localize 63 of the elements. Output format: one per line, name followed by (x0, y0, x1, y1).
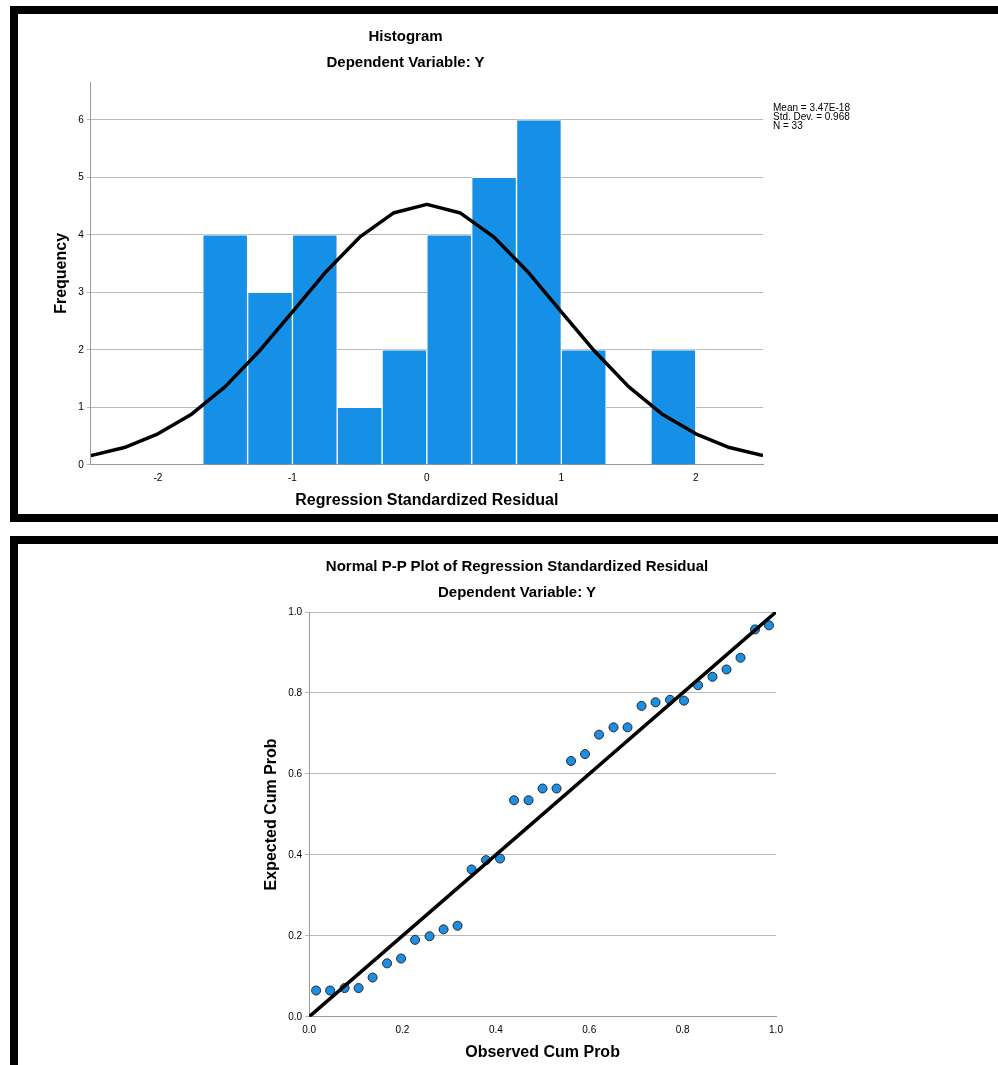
y-tick-label: 1.0 (288, 605, 303, 617)
point (523, 795, 534, 806)
x-tick-label: 0.2 (395, 1023, 410, 1035)
y-tick-label: 0.6 (288, 767, 303, 779)
y-tick-label: 1 (78, 401, 85, 413)
x-tick-label: 0.0 (302, 1023, 317, 1035)
point (311, 985, 322, 996)
point (622, 722, 633, 733)
point (721, 664, 732, 675)
chart-subtitle: Dependent Variable: Y (326, 53, 485, 71)
point (636, 700, 647, 711)
point (396, 953, 407, 964)
point (679, 695, 690, 706)
y-tick-label: 6 (78, 113, 85, 125)
x-tick-label: -1 (287, 471, 298, 483)
point (707, 671, 718, 682)
x-tick-label: 0.8 (675, 1023, 691, 1035)
point (353, 983, 364, 994)
x-tick-label: -2 (153, 471, 163, 483)
point (608, 722, 619, 733)
x-tick-label: 0 (424, 471, 431, 483)
y-tick-label: 2 (78, 343, 85, 355)
point (537, 783, 548, 794)
point (764, 620, 774, 631)
chart-title: Normal P-P Plot of Regression Standardized Residual (325, 557, 709, 575)
text: Mean = 3.47E-18 (773, 101, 851, 113)
point (452, 920, 463, 931)
text: Std. Dev. = 0.968 (773, 110, 851, 122)
point (367, 972, 378, 983)
y-tick-label: 0.4 (288, 848, 303, 860)
point (566, 755, 577, 766)
point (325, 985, 336, 996)
point (735, 652, 746, 663)
point (580, 749, 591, 760)
text: N = 33 (773, 119, 804, 131)
x-axis-title: Regression Standardized Residual (295, 490, 559, 508)
x-tick-label: 0.6 (582, 1023, 597, 1035)
point (594, 729, 605, 740)
y-tick-label: 4 (78, 228, 85, 240)
point (551, 783, 562, 794)
chart-subtitle: Dependent Variable: Y (437, 583, 597, 601)
x-tick-label: 1.0 (769, 1023, 784, 1035)
point (382, 958, 393, 969)
y-tick-label: 0.2 (288, 929, 303, 941)
y-tick-label: 0 (78, 458, 85, 470)
point (650, 697, 661, 708)
y-tick-label: 3 (78, 286, 85, 298)
y-tick-label: 0.0 (288, 1010, 303, 1022)
y-axis-title: Frequency (52, 232, 70, 314)
point (466, 864, 477, 875)
x-tick-label: 0.4 (488, 1023, 504, 1035)
point (438, 924, 449, 935)
x-tick-label: 2 (692, 471, 699, 483)
point (509, 795, 520, 806)
point (495, 853, 506, 864)
point (410, 934, 421, 945)
y-tick-label: 0.8 (288, 686, 303, 698)
point (424, 931, 435, 942)
chart-title: Histogram (368, 27, 443, 45)
x-axis-title: Observed Cum Prob (465, 1042, 621, 1060)
y-tick-label: 5 (78, 171, 85, 183)
x-tick-label: 1 (558, 471, 565, 483)
y-axis-title: Expected Cum Prob (262, 738, 280, 891)
